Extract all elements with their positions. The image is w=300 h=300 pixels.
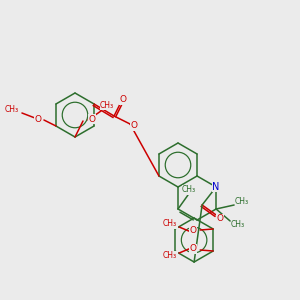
Text: CH₃: CH₃ <box>5 106 19 115</box>
Text: CH₃: CH₃ <box>163 251 177 260</box>
Text: CH₃: CH₃ <box>235 197 249 206</box>
Text: O: O <box>34 115 41 124</box>
Text: O: O <box>217 214 224 224</box>
Text: CH₃: CH₃ <box>182 185 196 194</box>
Text: CH₃: CH₃ <box>100 100 114 109</box>
Text: O: O <box>88 115 95 124</box>
Text: O: O <box>190 244 197 253</box>
Text: O: O <box>190 226 197 236</box>
Text: CH₃: CH₃ <box>231 220 245 230</box>
Text: N: N <box>212 182 220 192</box>
Text: CH₃: CH₃ <box>163 220 177 229</box>
Text: O: O <box>120 95 127 104</box>
Text: O: O <box>130 122 138 130</box>
